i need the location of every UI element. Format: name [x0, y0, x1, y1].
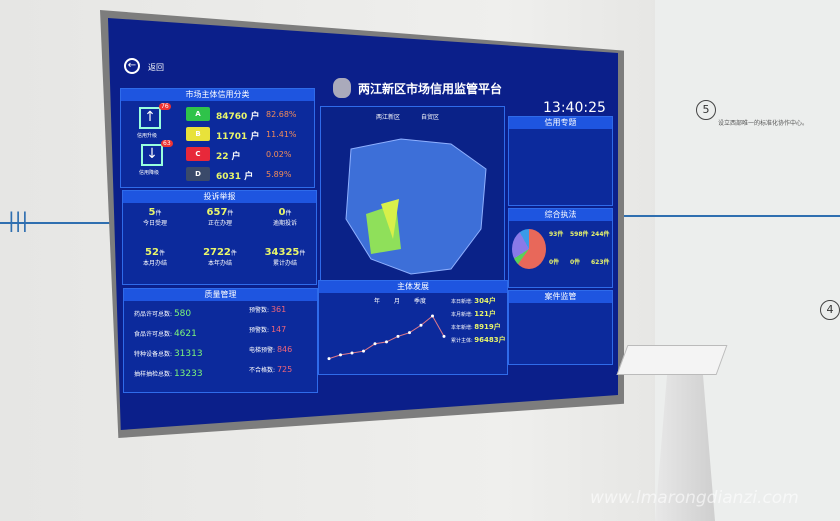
upgrade-label: 信用升级: [137, 133, 158, 139]
data-point: [419, 323, 423, 327]
grade-count: 6031 户: [216, 172, 254, 182]
complaint-stat: 2722件 本年办结: [203, 247, 237, 267]
kiosk-leg: [655, 375, 715, 521]
enforcement-panel: 综合执法 93件 598件 244件 0件 0件 623件: [508, 208, 613, 288]
panel-title: 案件监管: [509, 291, 612, 303]
panel-title: 主体发展: [319, 281, 507, 293]
series-line: [328, 315, 445, 360]
quality-stat: 特种设备总数: 31313: [134, 349, 203, 359]
wall-caption: 设立西部唯一的标准化协作中心。: [718, 120, 809, 127]
grade-percent: 82.68%: [266, 110, 297, 119]
data-point: [408, 331, 411, 335]
map-legend-1[interactable]: 两江新区: [376, 114, 401, 121]
panel-title: 市场主体信用分类: [121, 89, 314, 101]
quality-stat: 食品许可总数: 4621: [134, 329, 197, 339]
grade-count: 11701 户: [216, 132, 260, 142]
downgrade-label: 信用降级: [139, 170, 160, 176]
map-legend-2[interactable]: 自贸区: [421, 114, 440, 121]
development-panel: 主体发展 年 月 季度 本日新增: 304户 本月新增: 121户 本年新增: 89…: [318, 280, 508, 375]
enforcement-stat: 0件: [549, 259, 560, 266]
data-point: [373, 342, 377, 346]
grade-badge: D: [186, 167, 210, 181]
step-5: 5: [696, 100, 716, 120]
credit-topic-panel: 信用专题: [508, 116, 613, 206]
complaint-stat: 52件 本月办结: [142, 247, 167, 267]
supervision-panel: 案件监管: [508, 290, 613, 365]
watermark: www.lmarongdianzi.com: [590, 488, 799, 508]
data-point: [327, 357, 331, 361]
wall-line: [620, 215, 840, 217]
wall-line: [0, 222, 110, 224]
dev-stat: 本月新增: 121户: [451, 310, 496, 318]
dashboard-screen: ← 返回 两江新区市场信用监管平台 13:40:25 市场主体信用分类 ↑ 76…: [108, 18, 618, 430]
quality-warning: 预警数: 147: [249, 325, 287, 334]
complaint-stat: 0件 逾期投诉: [272, 207, 297, 227]
arrow-down-icon[interactable]: ↓: [141, 144, 163, 166]
grade-count: 22 户: [216, 152, 241, 162]
quality-warning: 不合格数: 725: [249, 365, 293, 374]
quality-stat: 药品许可总数: 580: [134, 309, 192, 319]
grade-badge: C: [186, 147, 210, 161]
police-emblem: [333, 78, 351, 98]
back-icon[interactable]: ←: [124, 58, 140, 74]
quality-warning: 预警数: 361: [249, 305, 287, 314]
clock: 13:40:25: [543, 100, 606, 116]
grade-count: 84760 户: [216, 112, 260, 122]
data-point: [442, 334, 446, 338]
back-button[interactable]: 返回: [148, 63, 164, 72]
complaint-stat: 34325件 累计办结: [264, 247, 306, 267]
enforcement-stat: 93件: [549, 231, 564, 238]
grade-percent: 0.02%: [266, 150, 292, 159]
step-4: 4: [820, 300, 840, 320]
upgrade-badge: 76: [159, 103, 171, 110]
legend-year[interactable]: 年: [374, 298, 381, 305]
dev-stat: 本年新增: 8919户: [451, 323, 501, 331]
panel-title: 综合执法: [509, 209, 612, 221]
grade-percent: 11.41%: [266, 130, 297, 139]
sound-wave-icon: |||: [8, 208, 29, 232]
enforcement-stat: 598件: [570, 231, 589, 238]
legend-quarter[interactable]: 季度: [414, 298, 427, 305]
quality-panel: 质量管理 药品许可总数: 580 预警数: 361 食品许可总数: 4621 预警…: [123, 288, 318, 393]
development-line-chart: [327, 314, 446, 361]
data-point: [385, 340, 388, 344]
credit-panel: 市场主体信用分类 ↑ 76 信用升级 ↓ 63 信用降级 A 84760 户 8…: [120, 88, 315, 188]
downgrade-badge: 63: [161, 140, 173, 147]
panel-title: 信用专题: [509, 117, 612, 129]
data-point: [339, 353, 342, 357]
panel-title: 投诉举报: [123, 191, 316, 203]
page-title: 两江新区市场信用监管平台: [358, 82, 503, 96]
grade-percent: 5.89%: [266, 170, 292, 179]
pie-chart: [512, 229, 546, 269]
dev-stat: 本日新增: 304户: [451, 297, 496, 305]
enforcement-stat: 244件: [591, 231, 610, 238]
data-point: [396, 334, 400, 338]
legend-month[interactable]: 月: [394, 298, 401, 305]
data-point: [431, 314, 434, 318]
data-point: [362, 349, 365, 353]
district-map[interactable]: [321, 119, 506, 289]
complaints-panel: 投诉举报 5件 今日受理 657件 正在办理 0件 逾期投诉 52件 本月办结 2722件 本年办…: [122, 190, 317, 285]
kiosk-stand: [616, 345, 728, 375]
enforcement-stat: 623件: [591, 259, 610, 266]
grade-badge: B: [186, 127, 210, 141]
arrow-up-icon[interactable]: ↑: [139, 107, 161, 129]
enforcement-stat: 0件: [570, 259, 581, 266]
quality-stat: 抽样抽检总数: 13233: [134, 369, 203, 379]
dev-stat: 累计主体: 96483户: [451, 336, 506, 344]
grade-badge: A: [186, 107, 210, 121]
complaint-stat: 657件 正在办理: [206, 207, 234, 227]
complaint-stat: 5件 今日受理: [142, 207, 167, 227]
map-panel: 两江新区 自贸区: [320, 106, 505, 286]
quality-warning: 电梯预警: 846: [249, 345, 293, 354]
data-point: [350, 351, 354, 355]
panel-title: 质量管理: [124, 289, 317, 301]
